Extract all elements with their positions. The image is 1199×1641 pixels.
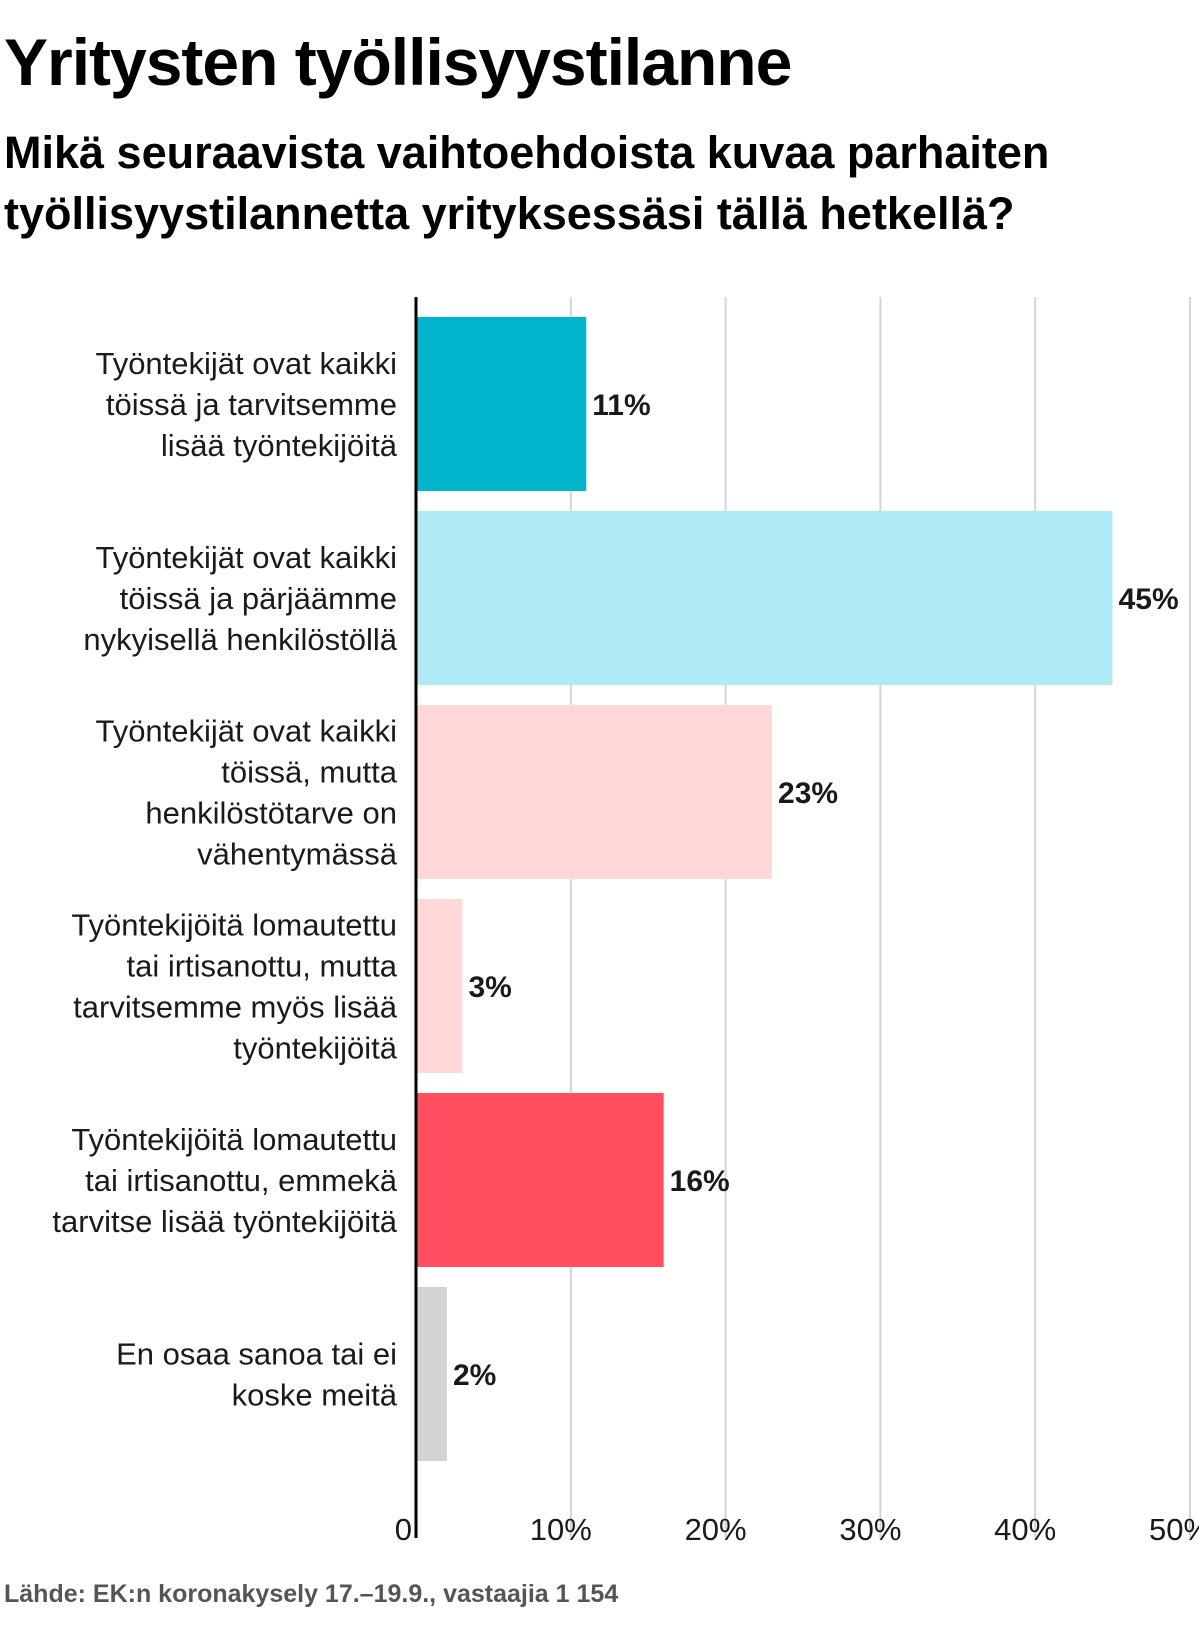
chart-title: Yritysten työllisyystilanne (4, 25, 792, 99)
category-label-4: Työntekijöitä lomautettu tai irtisanottu,… (71, 908, 397, 1066)
category-label-6: En osaa sanoa tai ei koske meitä (116, 1337, 398, 1413)
bar-5 (416, 1093, 664, 1267)
tick-labels: 0 10% 20% 30% 40% 50% (395, 1512, 1199, 1547)
category-label-5: Työntekijöitä lomautettu tai irtisanottu,… (52, 1122, 397, 1239)
value-label-5: 16% (670, 1165, 730, 1198)
value-label-6: 2% (453, 1359, 496, 1392)
bars (416, 317, 1113, 1461)
bar-1 (416, 317, 587, 491)
bar-4 (416, 899, 463, 1073)
gridlines (569, 297, 1191, 1538)
tick-label-10: 10% (530, 1512, 592, 1547)
tick-label-20: 20% (685, 1512, 747, 1547)
category-label-3: Työntekijät ovat kaikki töissä, mutta henk… (95, 714, 397, 872)
category-label-2: Työntekijät ovat kaikki töissä ja pärjääm… (83, 540, 397, 657)
bar-3 (416, 705, 773, 879)
value-label-1: 11% (592, 389, 650, 422)
tick-label-0: 0 (395, 1512, 412, 1547)
value-label-2: 45% (1119, 583, 1179, 616)
value-labels: 11% 45% 23% 3% 16% 2% (453, 389, 1179, 1392)
value-label-4: 3% (468, 971, 511, 1004)
category-labels: Työntekijät ovat kaikki töissä ja tarvits… (52, 346, 397, 1413)
bar-2 (416, 511, 1113, 685)
value-label-3: 23% (778, 777, 838, 810)
chart-subtitle: Mikä seuraavista vaihtoehdoista kuvaa pa… (4, 127, 1050, 239)
category-label-1: Työntekijät ovat kaikki töissä ja tarvits… (95, 346, 397, 463)
tick-label-50: 50% (1149, 1512, 1199, 1547)
tick-label-40: 40% (994, 1512, 1056, 1547)
source-note: Lähde: EK:n koronakysely 17.–19.9., vast… (4, 1580, 619, 1608)
bar-6 (416, 1287, 447, 1461)
tick-label-30: 30% (839, 1512, 901, 1547)
